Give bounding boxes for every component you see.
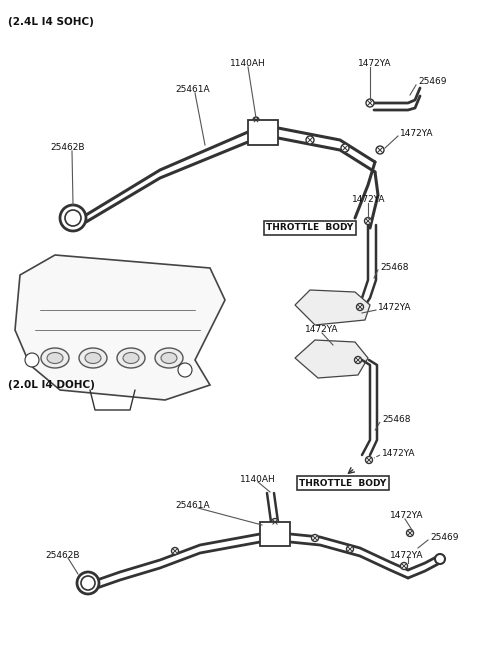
Text: 1472YA: 1472YA xyxy=(358,58,392,68)
Text: 1472YA: 1472YA xyxy=(378,304,411,313)
Ellipse shape xyxy=(161,353,177,363)
Circle shape xyxy=(77,572,99,594)
Text: 25468: 25468 xyxy=(380,263,408,273)
Circle shape xyxy=(355,357,361,363)
Ellipse shape xyxy=(79,348,107,368)
Text: 1472YA: 1472YA xyxy=(352,196,385,204)
Text: 25468: 25468 xyxy=(382,415,410,424)
Ellipse shape xyxy=(41,348,69,368)
Circle shape xyxy=(407,530,413,537)
Circle shape xyxy=(365,457,372,463)
Circle shape xyxy=(171,547,179,555)
Ellipse shape xyxy=(47,353,63,363)
Ellipse shape xyxy=(155,348,183,368)
Circle shape xyxy=(312,535,319,541)
Polygon shape xyxy=(295,290,370,325)
Circle shape xyxy=(306,136,314,144)
Circle shape xyxy=(178,363,192,377)
Polygon shape xyxy=(15,255,225,400)
Text: 1472YA: 1472YA xyxy=(400,129,433,137)
Circle shape xyxy=(272,518,278,526)
Text: 1472YA: 1472YA xyxy=(390,512,423,520)
Circle shape xyxy=(376,146,384,154)
Circle shape xyxy=(341,144,349,152)
Text: 25462B: 25462B xyxy=(45,551,80,560)
Polygon shape xyxy=(295,340,368,378)
Circle shape xyxy=(364,217,372,225)
Circle shape xyxy=(366,99,374,107)
Text: (2.4L I4 SOHC): (2.4L I4 SOHC) xyxy=(8,17,94,27)
Circle shape xyxy=(81,576,95,590)
Circle shape xyxy=(347,545,353,553)
Bar xyxy=(260,522,290,546)
Text: 25469: 25469 xyxy=(418,78,446,87)
Text: 1472YA: 1472YA xyxy=(390,551,423,560)
Text: THROTTLE  BODY: THROTTLE BODY xyxy=(300,478,386,487)
Circle shape xyxy=(357,304,363,311)
Text: 25462B: 25462B xyxy=(50,143,84,152)
Ellipse shape xyxy=(123,353,139,363)
Circle shape xyxy=(65,210,81,226)
Circle shape xyxy=(253,117,259,123)
Text: 25469: 25469 xyxy=(430,533,458,543)
Text: THROTTLE  BODY: THROTTLE BODY xyxy=(266,223,354,233)
Text: 1140AH: 1140AH xyxy=(240,476,276,484)
Text: 1472YA: 1472YA xyxy=(305,325,338,334)
Text: 1140AH: 1140AH xyxy=(230,58,266,68)
Ellipse shape xyxy=(117,348,145,368)
Circle shape xyxy=(60,205,86,231)
Circle shape xyxy=(435,554,445,564)
Ellipse shape xyxy=(85,353,101,363)
Text: 25461A: 25461A xyxy=(175,85,210,95)
Text: (2.0L I4 DOHC): (2.0L I4 DOHC) xyxy=(8,380,95,390)
Circle shape xyxy=(25,353,39,367)
Bar xyxy=(248,120,278,145)
Circle shape xyxy=(400,562,408,570)
Text: 25461A: 25461A xyxy=(175,501,210,509)
Text: 1472YA: 1472YA xyxy=(382,449,416,457)
